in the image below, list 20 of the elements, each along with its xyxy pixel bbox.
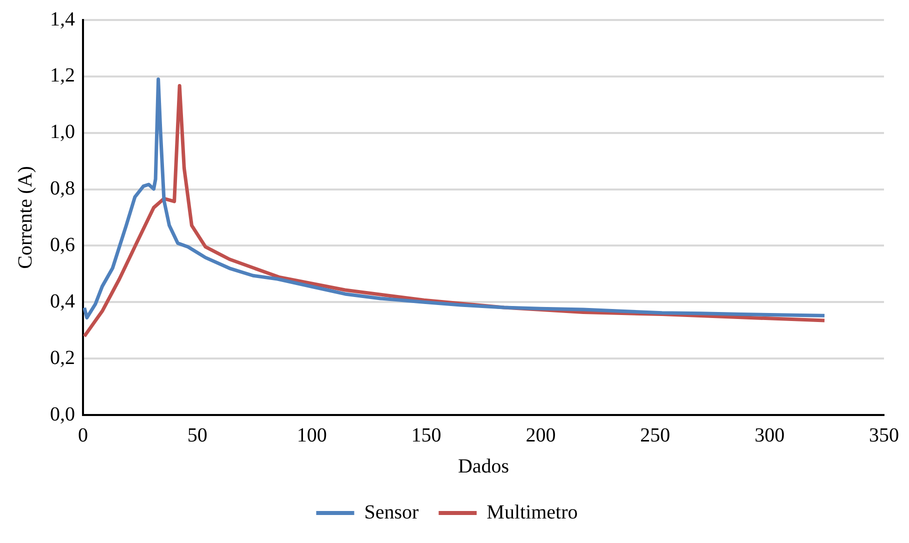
x-tick-label: 250	[640, 424, 670, 446]
legend-label: Multimetro	[486, 501, 578, 524]
y-tick-label: 1,4	[50, 8, 75, 30]
y-tick-label: 0,2	[50, 346, 75, 369]
x-tick-label: 350	[869, 424, 899, 446]
x-tick-label: 100	[296, 424, 327, 446]
y-tick-label: 0,4	[50, 290, 75, 312]
y-axis-title: Corrente (A)	[14, 166, 36, 269]
y-tick-label: 0,0	[50, 403, 75, 426]
y-tick-label: 0,8	[50, 178, 75, 200]
x-tick-label: 200	[526, 424, 556, 446]
x-tick-label: 150	[411, 424, 442, 446]
y-tick-label: 1,2	[50, 64, 75, 87]
y-tick-label: 0,6	[50, 234, 75, 256]
x-tick-label: 50	[187, 424, 208, 446]
x-tick-label: 300	[754, 424, 785, 446]
y-tick-label: 1,0	[50, 121, 75, 144]
x-axis-title: Dados	[458, 455, 510, 478]
legend-label: Sensor	[364, 501, 420, 524]
x-tick-label: 0	[78, 424, 88, 446]
